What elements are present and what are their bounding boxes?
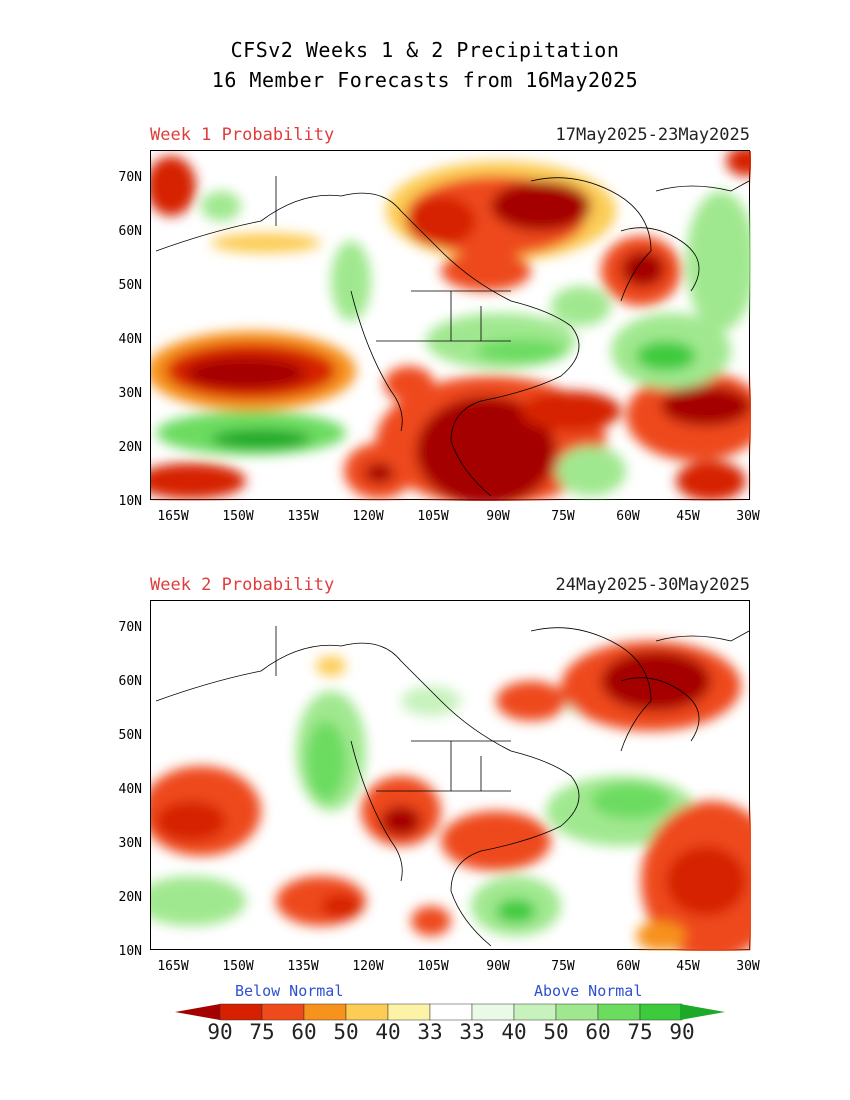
color-bar-swatches (219, 1003, 683, 1021)
color-bar-number: 40 (501, 1020, 527, 1044)
lat-label: 50N (118, 278, 142, 293)
color-bar-number: 90 (207, 1020, 233, 1044)
lat-label: 60N (118, 674, 142, 689)
lat-label: 10N (118, 494, 142, 509)
lon-label: 45W (676, 509, 700, 524)
color-bar-number: 75 (627, 1020, 653, 1044)
color-bar-swatch (219, 1003, 263, 1021)
week1-dates: 17May2025-23May2025 (555, 125, 750, 145)
color-bar-number: 40 (375, 1020, 401, 1044)
chart-subtitle: 16 Member Forecasts from 16May2025 (211, 68, 639, 92)
week2-label: Week 2 Probability (150, 575, 335, 595)
lat-label: 30N (118, 386, 142, 401)
lat-label: 40N (118, 332, 142, 347)
week2-map-graphic (151, 626, 751, 951)
lon-label: 60W (616, 959, 640, 974)
lon-label: 105W (417, 509, 449, 524)
week1-label: Week 1 Probability (150, 125, 335, 145)
lon-label: 150W (222, 959, 254, 974)
lon-label: 120W (352, 959, 384, 974)
color-bar-swatch (387, 1003, 431, 1021)
color-bar-number: 60 (291, 1020, 317, 1044)
lon-label: 150W (222, 509, 254, 524)
lat-label: 70N (118, 620, 142, 635)
color-bar-number: 50 (333, 1020, 359, 1044)
color-bar-number: 60 (585, 1020, 611, 1044)
week2-dates: 24May2025-30May2025 (555, 575, 750, 595)
lon-label: 75W (551, 509, 575, 524)
lon-label: 60W (616, 509, 640, 524)
lon-label: 165W (157, 959, 189, 974)
lat-label: 30N (118, 836, 142, 851)
color-bar-number: 33 (417, 1020, 443, 1044)
color-bar (175, 1003, 725, 1021)
lon-label: 165W (157, 509, 189, 524)
lat-label: 10N (118, 944, 142, 959)
color-bar-swatch (639, 1003, 683, 1021)
color-bar-swatch (303, 1003, 347, 1021)
lon-label: 90W (486, 959, 510, 974)
color-bar-swatch (555, 1003, 599, 1021)
lon-label: 45W (676, 959, 700, 974)
lon-label: 75W (551, 959, 575, 974)
color-bar-swatch (429, 1003, 473, 1021)
color-bar-arrow-above (680, 1004, 725, 1020)
lat-label: 20N (118, 440, 142, 455)
lon-label: 105W (417, 959, 449, 974)
week2-map (150, 600, 751, 951)
color-bar-swatch (513, 1003, 557, 1021)
color-bar-swatch (345, 1003, 389, 1021)
color-bar-number: 50 (543, 1020, 569, 1044)
lon-label: 30W (736, 509, 760, 524)
lat-label: 40N (118, 782, 142, 797)
color-bar-swatch (471, 1003, 515, 1021)
color-bar-swatch (597, 1003, 641, 1021)
lat-label: 50N (118, 728, 142, 743)
lon-label: 30W (736, 959, 760, 974)
lat-label: 20N (118, 890, 142, 905)
lon-label: 135W (287, 959, 319, 974)
color-bar-number: 90 (669, 1020, 695, 1044)
color-bar-number: 75 (249, 1020, 275, 1044)
lon-label: 120W (352, 509, 384, 524)
lon-label: 90W (486, 509, 510, 524)
chart-title: CFSv2 Weeks 1 & 2 Precipitation (230, 38, 620, 62)
week1-map-graphic (151, 151, 751, 501)
color-bar-arrow-below (175, 1004, 220, 1020)
week1-map (150, 150, 751, 501)
color-bar-swatch (261, 1003, 305, 1021)
lat-label: 60N (118, 224, 142, 239)
legend-above-normal: Above Normal (534, 982, 643, 1000)
lon-label: 135W (287, 509, 319, 524)
color-bar-number: 33 (459, 1020, 485, 1044)
legend-below-normal: Below Normal (235, 982, 344, 1000)
lat-label: 70N (118, 170, 142, 185)
